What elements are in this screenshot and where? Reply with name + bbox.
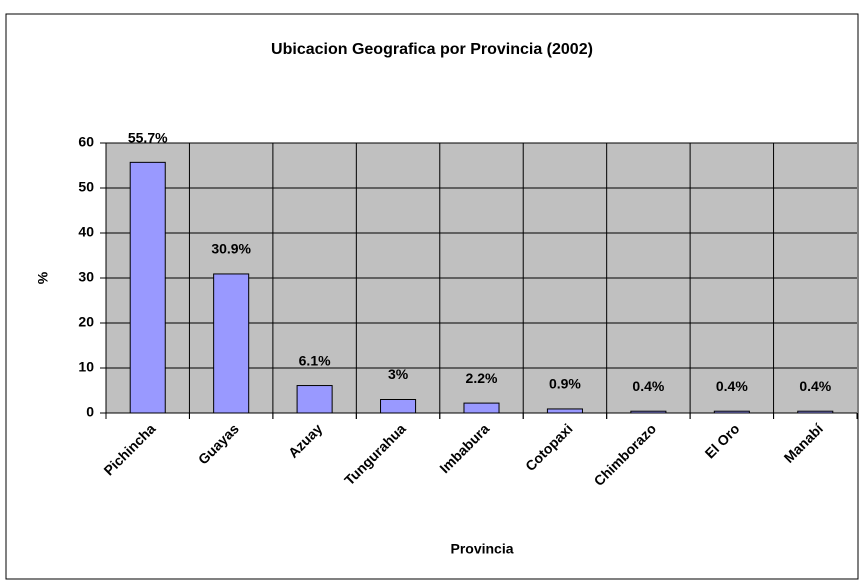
y-tick-label: 30 (78, 269, 94, 285)
bar (797, 410, 834, 414)
y-tick-label: 10 (78, 359, 94, 375)
chart-title: Ubicacion Geografica por Provincia (2002… (271, 41, 593, 58)
y-tick-label: 40 (78, 224, 94, 240)
bar (546, 408, 583, 414)
bar (213, 273, 250, 414)
bar (630, 410, 667, 414)
y-tick-label: 60 (78, 134, 94, 150)
value-label: 0.4% (632, 378, 664, 394)
value-label: 30.9% (211, 241, 251, 257)
value-label: 0.4% (716, 378, 748, 394)
bar (129, 161, 166, 414)
y-tick-label: 0 (86, 404, 94, 420)
y-tick-label: 50 (78, 179, 94, 195)
bar (463, 402, 500, 414)
value-label: 0.4% (799, 378, 831, 394)
value-label: 55.7% (128, 130, 168, 146)
x-axis-label: Provincia (450, 541, 513, 557)
value-label: 6.1% (299, 352, 331, 368)
y-tick-label: 20 (78, 314, 94, 330)
y-axis-label: % (35, 271, 51, 284)
value-label: 2.2% (466, 370, 498, 386)
bar (296, 385, 333, 414)
bar (713, 410, 750, 414)
value-label: 0.9% (549, 376, 581, 392)
bar (380, 399, 417, 414)
value-label: 3% (388, 366, 409, 382)
